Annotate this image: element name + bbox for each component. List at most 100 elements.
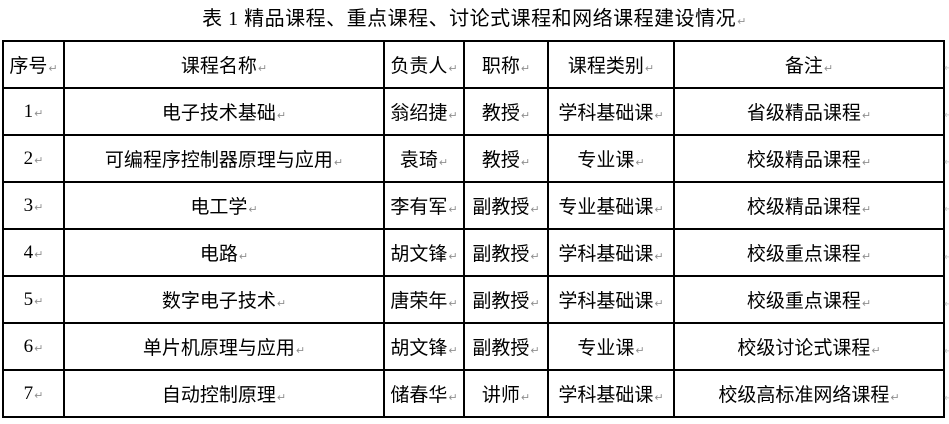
cell-end-mark-icon: ↵ <box>34 106 44 120</box>
cell-end-mark-icon: ↵ <box>448 297 458 310</box>
cell-end-mark-icon: ↵ <box>530 297 540 310</box>
cell-person: 胡文锋↵ <box>383 228 465 277</box>
header-cell-person: 负责人↵ <box>383 40 465 89</box>
cell-text: 1 <box>23 100 34 122</box>
cell-index: 5↵ <box>2 275 65 324</box>
cell-end-mark-icon: ↵ <box>34 341 44 355</box>
cell-end-mark-icon: ↵ <box>530 344 540 357</box>
paragraph-mark-icon: ↵ <box>737 15 747 28</box>
cell-text: 副教授 <box>472 291 530 312</box>
cell-end-mark-icon: ↵ <box>34 153 44 167</box>
cell-text: 电工学 <box>190 197 248 218</box>
header-label: 课程类别 <box>567 56 644 77</box>
cell-category: 学科基础课↵ <box>547 275 675 324</box>
cell-end-mark-icon: ↵ <box>890 391 900 404</box>
cell-course-name: 自动控制原理↵ <box>63 369 385 418</box>
cell-title: 讲师↵ <box>463 369 549 418</box>
header-label: 课程名称 <box>180 56 257 77</box>
cell-remark: 校级高标准网络课程↵ <box>673 369 945 418</box>
cell-text: 校级重点课程 <box>746 244 861 265</box>
cell-end-mark-icon: ↵ <box>48 62 58 75</box>
cell-title: 副教授↵ <box>463 322 549 371</box>
cell-course-name: 电子技术基础↵ <box>63 87 385 136</box>
cell-remark: 校级精品课程↵ <box>673 181 945 230</box>
cell-end-mark-icon: ↵ <box>448 344 458 357</box>
cell-title: 副教授↵ <box>463 181 549 230</box>
cell-end-mark-icon: ↵ <box>34 247 44 261</box>
cell-person: 翁绍捷↵ <box>383 87 465 136</box>
cell-end-mark-icon: ↵ <box>520 109 531 122</box>
cell-text: 5 <box>23 288 34 310</box>
cell-end-mark-icon: ↵ <box>448 203 458 216</box>
cell-text: 校级精品课程 <box>746 197 861 218</box>
cell-category: 专业基础课↵ <box>547 181 675 230</box>
cell-category: 专业课↵ <box>547 322 675 371</box>
cell-text: 学科基础课 <box>558 244 654 265</box>
cell-end-mark-icon: ↵ <box>248 203 258 216</box>
header-cell-category: 课程类别↵ <box>547 40 675 89</box>
cell-index: 7↵ <box>2 369 65 418</box>
cell-end-mark-icon: ↵ <box>276 109 287 122</box>
cell-title: 教授↵ <box>463 134 549 183</box>
cell-text: 校级讨论式课程 <box>737 338 871 359</box>
cell-text: 可编程序控制器原理与应用 <box>104 150 333 171</box>
cell-text: 讲师 <box>481 385 520 406</box>
cell-end-mark-icon: ↵ <box>276 297 287 310</box>
cell-end-mark-icon: ↵ <box>276 391 287 404</box>
cell-text: 副教授 <box>472 338 530 359</box>
cell-text: 学科基础课 <box>558 385 654 406</box>
cell-end-mark-icon: ↵ <box>654 109 664 122</box>
cell-end-mark-icon: ↵ <box>635 344 645 357</box>
cell-category: 专业课↵ <box>547 134 675 183</box>
cell-course-name: 可编程序控制器原理与应用↵ <box>63 134 385 183</box>
cell-text: 袁琦 <box>399 150 438 171</box>
cell-end-mark-icon: ↵ <box>520 156 531 169</box>
cell-text: 专业课 <box>577 150 635 171</box>
cell-text: 校级重点课程 <box>746 291 861 312</box>
cell-end-mark-icon: ↵ <box>295 344 306 357</box>
cell-end-mark-icon: ↵ <box>861 109 872 122</box>
cell-end-mark-icon: ↵ <box>530 203 540 216</box>
cell-person: 李有军↵ <box>383 181 465 230</box>
cell-remark: 校级讨论式课程↵ <box>673 322 945 371</box>
cell-person: 胡文锋↵ <box>383 322 465 371</box>
table-header-row: 序号↵ 课程名称↵ 负责人↵ 职称↵ 课程类别↵ 备注↵ <box>2 40 945 89</box>
cell-index: 6↵ <box>2 322 65 371</box>
cell-text: 3 <box>23 194 34 216</box>
cell-text: 单片机原理与应用 <box>142 338 295 359</box>
cell-index: 3↵ <box>2 181 65 230</box>
header-label: 序号 <box>9 56 48 77</box>
cell-remark: 校级精品课程↵ <box>673 134 945 183</box>
cell-text: 李有军 <box>390 197 448 218</box>
cell-end-mark-icon: ↵ <box>34 388 44 402</box>
cell-text: 储春华 <box>390 385 448 406</box>
cell-text: 专业课 <box>577 338 635 359</box>
course-table: 序号↵ 课程名称↵ 负责人↵ 职称↵ 课程类别↵ 备注↵ 1↵ 电子技术基础↵ … <box>2 40 945 418</box>
cell-end-mark-icon: ↵ <box>861 297 872 310</box>
cell-course-name: 电路↵ <box>63 228 385 277</box>
table-row: 5↵ 数字电子技术↵ 唐荣年↵ 副教授↵ 学科基础课↵ 校级重点课程↵ <box>2 275 945 324</box>
header-cell-remark: 备注↵ <box>673 40 945 89</box>
cell-index: 4↵ <box>2 228 65 277</box>
cell-end-mark-icon: ↵ <box>823 62 834 75</box>
cell-end-mark-icon: ↵ <box>238 250 249 263</box>
cell-text: 翁绍捷 <box>390 103 448 124</box>
table-row: 4↵ 电路↵ 胡文锋↵ 副教授↵ 学科基础课↵ 校级重点课程↵ <box>2 228 945 277</box>
cell-title: 副教授↵ <box>463 275 549 324</box>
cell-end-mark-icon: ↵ <box>257 62 268 75</box>
cell-text: 数字电子技术 <box>161 291 276 312</box>
cell-course-name: 单片机原理与应用↵ <box>63 322 385 371</box>
cell-text: 自动控制原理 <box>161 385 276 406</box>
cell-category: 学科基础课↵ <box>547 87 675 136</box>
cell-text: 4 <box>23 241 34 263</box>
cell-index: 1↵ <box>2 87 65 136</box>
header-cell-index: 序号↵ <box>2 40 65 89</box>
cell-text: 胡文锋 <box>390 244 448 265</box>
cell-text: 2 <box>23 147 34 169</box>
cell-text: 7 <box>23 382 34 404</box>
cell-text: 专业基础课 <box>558 197 654 218</box>
table-row: 6↵ 单片机原理与应用↵ 胡文锋↵ 副教授↵ 专业课↵ 校级讨论式课程↵ <box>2 322 945 371</box>
cell-text: 副教授 <box>472 244 530 265</box>
cell-end-mark-icon: ↵ <box>34 200 44 214</box>
cell-end-mark-icon: ↵ <box>448 109 458 122</box>
